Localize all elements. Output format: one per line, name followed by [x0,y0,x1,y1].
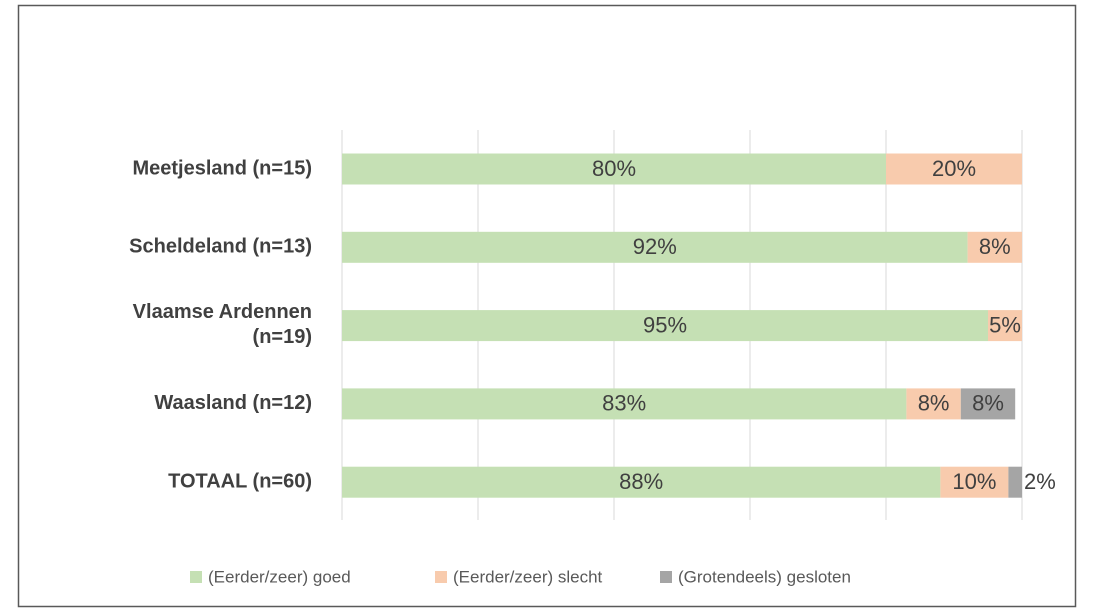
bar-segment [342,231,968,263]
data-label: 95% [643,312,687,337]
legend-label: (Grotendeels) gesloten [678,567,851,586]
y-tick-label: Scheldeland (n=13) [129,236,312,258]
bar-segment [1008,466,1022,498]
data-label: 92% [633,234,677,259]
y-tick-label: Meetjesland (n=15) [132,157,312,179]
legend-swatch [435,571,447,583]
bar-segment [960,388,1016,420]
legend-label: (Eerder/zeer) slecht [453,567,603,586]
data-label: 10% [952,469,996,494]
data-label: 80% [592,156,636,181]
data-label: 88% [619,469,663,494]
y-tick-label: Vlaamse Ardennen (n=19) [133,301,312,348]
bar-segment [967,231,1022,263]
bar-segment [906,388,961,420]
data-label: 20% [932,156,976,181]
bar-segment [342,466,941,498]
bar-segment [886,153,1022,185]
data-label: 8% [918,391,950,416]
data-label: 5% [989,312,1021,337]
bar-segment [342,310,988,342]
data-label: 83% [602,391,646,416]
legend-swatch [660,571,672,583]
chart-border [17,4,1077,608]
bar-segment [342,388,907,420]
y-tick-label: TOTAAL (n=60) [168,470,312,492]
bar-segment [988,310,1022,342]
bar-segment [940,466,1009,498]
data-label: 2% [1024,469,1056,494]
legend-label: (Eerder/zeer) goed [208,567,351,586]
data-label: 8% [979,234,1011,259]
bar-segment [342,153,886,185]
legend-swatch [190,571,202,583]
y-tick-label: Waasland (n=12) [154,392,312,414]
data-label: 8% [972,391,1004,416]
